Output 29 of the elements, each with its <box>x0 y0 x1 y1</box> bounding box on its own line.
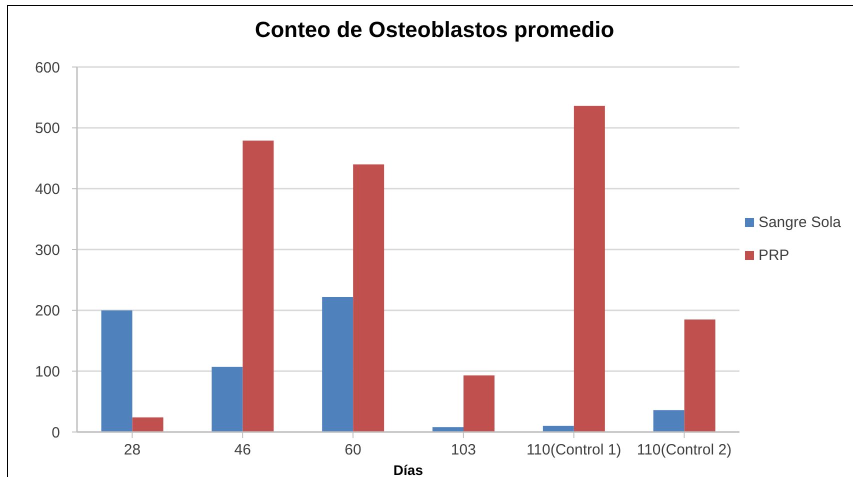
bar <box>101 310 132 432</box>
y-tick-label: 100 <box>34 363 60 380</box>
x-tick-label: 103 <box>450 442 476 459</box>
x-tick-label: 110(Control 1) <box>526 442 622 459</box>
x-tick-label: 46 <box>234 442 251 459</box>
bar <box>212 366 243 432</box>
bar <box>542 426 574 432</box>
y-tick-label: 200 <box>34 302 60 320</box>
y-tick-label: 0 <box>52 424 60 442</box>
chart-title: Conteo de Osteoblastos promedio <box>254 17 616 43</box>
legend-label: Sangre Sola <box>758 214 841 230</box>
x-tick-label: 28 <box>124 442 141 459</box>
bar <box>464 375 495 432</box>
y-tick-label: 400 <box>34 180 60 198</box>
bar <box>684 319 716 432</box>
bar <box>653 410 684 432</box>
bar <box>574 106 605 432</box>
x-tick-label: 60 <box>344 442 362 459</box>
x-axis-title: Días <box>393 462 424 477</box>
bar <box>432 427 464 432</box>
y-tick-label: 500 <box>34 120 60 138</box>
y-tick-label: 300 <box>34 242 60 259</box>
y-tick-label: 600 <box>34 59 60 76</box>
x-tick-label: 110(Control 2) <box>636 442 732 459</box>
bar <box>353 164 384 432</box>
legend-label: PRP <box>758 246 790 264</box>
bar <box>132 417 164 432</box>
bar <box>322 296 354 432</box>
bar <box>242 140 274 432</box>
